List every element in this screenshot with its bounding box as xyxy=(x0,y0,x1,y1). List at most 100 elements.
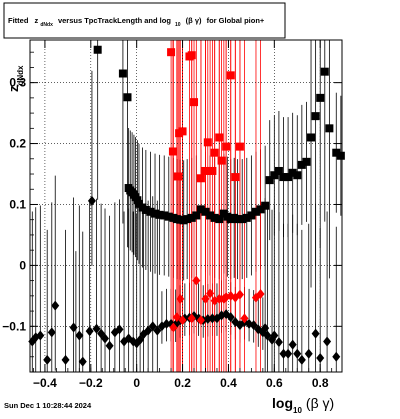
title-box: Fitted z dNdx versus TpcTrackLength and … xyxy=(3,2,286,39)
data-point-diamond xyxy=(297,354,306,365)
x-axis-label: log10 (β γ) xyxy=(272,395,334,414)
data-point-diamond xyxy=(178,315,187,326)
x-tick-label: 0 xyxy=(133,376,140,390)
data-point-diamond xyxy=(288,339,297,350)
data-point-square xyxy=(164,212,173,221)
data-point-square xyxy=(183,215,192,224)
data-point-diamond xyxy=(249,320,258,331)
data-point-diamond xyxy=(240,313,249,324)
data-point-square xyxy=(284,173,293,182)
x-tick-label: 0.2 xyxy=(174,376,191,390)
data-point-square xyxy=(187,51,196,60)
title-mid: versus TpcTrackLength and log xyxy=(58,16,171,25)
data-point-diamond xyxy=(215,293,224,304)
data-point-diamond xyxy=(105,340,114,351)
data-point-diamond xyxy=(208,313,217,324)
data-point-square xyxy=(217,156,226,165)
data-point-square xyxy=(190,98,199,107)
data-point-diamond xyxy=(201,293,210,304)
data-point-diamond xyxy=(311,328,320,339)
error-bars xyxy=(31,40,342,372)
data-point-diamond xyxy=(187,313,196,324)
data-point-square xyxy=(187,213,196,222)
data-point-square xyxy=(167,48,176,57)
data-point-square xyxy=(196,174,205,183)
data-point-diamond xyxy=(196,315,205,326)
title-suffix: for Global pion+ xyxy=(207,16,265,25)
data-point-square xyxy=(307,133,316,142)
title-bg: (β γ) xyxy=(186,16,202,25)
data-point-square xyxy=(201,207,210,216)
y-tick-label: 0.1 xyxy=(9,197,26,211)
data-point-square xyxy=(247,211,256,220)
data-point-diamond xyxy=(270,330,279,341)
data-point-square xyxy=(261,201,270,210)
data-point-diamond xyxy=(69,322,78,333)
data-point-square xyxy=(210,213,219,222)
data-point-diamond xyxy=(261,323,270,334)
data-point-diamond xyxy=(226,312,235,323)
data-point-square xyxy=(215,133,224,142)
data-point-diamond xyxy=(279,348,288,359)
data-point-square xyxy=(196,205,205,214)
data-point-diamond xyxy=(75,330,84,341)
data-point-square xyxy=(93,45,102,54)
data-point-diamond xyxy=(284,348,293,359)
data-point-square xyxy=(336,151,345,160)
timestamp: Sun Dec 1 10:28:44 2024 xyxy=(4,401,92,410)
data-point-diamond xyxy=(87,195,96,206)
data-point-square xyxy=(151,209,160,218)
data-point-square xyxy=(238,215,247,224)
svg-text:Fitted z dNdx: Fitted z dNdx versus TpcTrackLength and … xyxy=(8,16,265,28)
data-point-diamond xyxy=(256,289,265,300)
data-point-square xyxy=(256,205,265,214)
data-point-diamond xyxy=(169,322,178,333)
data-point-square xyxy=(203,138,212,147)
y-tick-label: 0 xyxy=(19,258,26,272)
y-axis-label: zdNdx xyxy=(6,65,25,92)
data-point-square xyxy=(332,148,341,157)
data-point-square xyxy=(160,211,169,220)
data-point-square xyxy=(325,124,334,133)
data-point-square xyxy=(231,173,240,182)
data-point-square xyxy=(118,69,127,78)
data-point-diamond xyxy=(203,314,212,325)
data-point-square xyxy=(311,112,320,121)
data-point-diamond xyxy=(78,356,87,367)
data-point-diamond xyxy=(235,289,244,300)
data-point-square xyxy=(302,157,311,166)
y-tick-label: −0.1 xyxy=(2,319,26,333)
title-log-sub: 10 xyxy=(175,22,181,28)
data-point-square xyxy=(123,93,132,102)
data-point-diamond xyxy=(323,336,332,347)
data-point-square xyxy=(242,213,251,222)
plot-frame xyxy=(29,39,343,373)
data-point-diamond xyxy=(43,354,52,365)
x-tick-label: −0.4 xyxy=(33,376,57,390)
data-point-diamond xyxy=(92,323,101,334)
data-point-diamond xyxy=(192,275,201,286)
data-point-square xyxy=(316,93,325,102)
data-point-square xyxy=(235,142,244,151)
data-point-square xyxy=(141,205,150,214)
data-point-diamond xyxy=(115,324,124,335)
data-point-square xyxy=(208,166,217,175)
data-point-diamond xyxy=(47,327,56,338)
y-tick-label: 0.2 xyxy=(9,137,26,151)
data-point-square xyxy=(288,168,297,177)
ticks: −0.4 −0.2 0 0.2 0.4 0.6 0.8 −0.1 0 0.1 0.2 0.3 xyxy=(2,40,342,390)
data-point-diamond xyxy=(162,318,171,329)
data-point-diamond xyxy=(85,326,94,337)
data-point-diamond xyxy=(304,348,313,359)
x-tick-label: 0.4 xyxy=(220,376,237,390)
data-point-diamond xyxy=(274,337,283,348)
data-point-square xyxy=(270,171,279,180)
data-point-square xyxy=(265,176,274,185)
data-point-square xyxy=(215,215,224,224)
data-point-diamond xyxy=(36,330,45,341)
data-point-diamond xyxy=(332,351,341,362)
data-point-diamond xyxy=(206,288,215,299)
data-point-square xyxy=(168,147,177,156)
